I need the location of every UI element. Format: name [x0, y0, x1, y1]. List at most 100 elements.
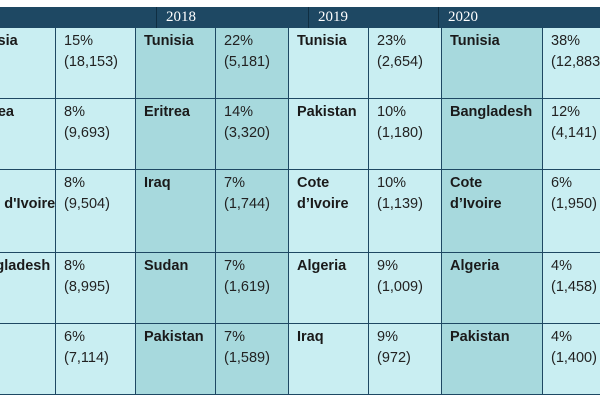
count: (1,950): [551, 196, 597, 212]
table-row-2-2018-value: 14% (3,320): [215, 99, 288, 170]
year-header-row: 2018 2019 2020: [0, 7, 600, 28]
table-row-1-2019-value: 23% (2,654): [368, 28, 441, 99]
table-row-5-2020-value: 4% (1,400): [542, 324, 600, 395]
country-name: Algeria: [297, 258, 347, 274]
count: (5,181): [224, 54, 270, 70]
count: (1,139): [377, 196, 423, 212]
percentage: 7%: [224, 329, 245, 345]
percentage: 8%: [64, 175, 85, 191]
table-row-3-2019-value: 10% (1,139): [368, 170, 441, 253]
percentage: 38%: [551, 33, 581, 49]
country-name: Algeria: [450, 258, 500, 274]
table-row-1-2020-country: Tunisia: [441, 28, 542, 99]
count: (972): [377, 350, 411, 366]
table-row-1-2020-value: 38% (12,883): [542, 28, 600, 99]
count: (1,619): [224, 279, 270, 295]
table-row-3-2020-country: Cote d’Ivoire: [441, 170, 542, 253]
table-row-4-2020-country: Algeria: [441, 253, 542, 324]
table-row-3-2019-country: Cote d’Ivoire: [288, 170, 368, 253]
percentage: 6%: [64, 329, 85, 345]
count: (18,153): [64, 54, 119, 70]
count: (9,693): [64, 125, 110, 141]
count: (1,400): [551, 350, 597, 366]
table-row-4-2020-value: 4% (1,458): [542, 253, 600, 324]
table-row-3-2018-country: Iraq: [135, 170, 215, 253]
table-row-2-2019-value: 10% (1,180): [368, 99, 441, 170]
table-row-5-first-value: 6% (7,114): [55, 324, 135, 395]
country-name: Iraq: [144, 175, 171, 191]
percentage: 8%: [64, 258, 85, 274]
percentage: 4%: [551, 329, 572, 345]
country-name-line-1: Cote: [450, 175, 483, 191]
table-row-4-first-country: Bangladesh: [0, 253, 55, 324]
percentage: 8%: [64, 104, 85, 120]
country-name: Cote d'Ivoire: [0, 196, 56, 212]
percentage: 6%: [551, 175, 572, 191]
table-row-4-2018-country: Sudan: [135, 253, 215, 324]
count: (3,320): [224, 125, 270, 141]
table-row-3-first-country: Cote d'Ivoire: [0, 170, 55, 253]
table-row-3-2020-value: 6% (1,950): [542, 170, 600, 253]
count: (1,744): [224, 196, 270, 212]
country-name: Tunisia: [144, 33, 194, 49]
table-row-2-first-country: Eritrea: [0, 99, 55, 170]
country-name: Pakistan: [450, 329, 510, 345]
table-row-5-2019-value: 9% (972): [368, 324, 441, 395]
percentage: 7%: [224, 175, 245, 191]
country-name: Eritrea: [144, 104, 190, 120]
table-row-1-first-value: 15% (18,153): [55, 28, 135, 99]
country-name: Bangladesh: [450, 104, 533, 120]
country-name-line-1: Cote: [297, 175, 330, 191]
table-row-2-2020-value: 12% (4,141): [542, 99, 600, 170]
table-row-4-2019-value: 9% (1,009): [368, 253, 441, 324]
table-row-4-2018-value: 7% (1,619): [215, 253, 288, 324]
header-year-2018: 2018: [156, 7, 308, 28]
percentage: 12%: [551, 104, 581, 120]
table-row-4-first-value: 8% (8,995): [55, 253, 135, 324]
country-name: Eritrea: [0, 104, 14, 120]
percentage: 7%: [224, 258, 245, 274]
count: (4,141): [551, 125, 597, 141]
percentage: 9%: [377, 258, 398, 274]
country-name: Tunisia: [0, 33, 18, 49]
table-row-1-2018-value: 22% (5,181): [215, 28, 288, 99]
table-row-4-2019-country: Algeria: [288, 253, 368, 324]
percentage: 15%: [64, 33, 94, 49]
percentage: 22%: [224, 33, 254, 49]
header-year-2019: 2019: [308, 7, 438, 28]
count: (1,458): [551, 279, 597, 295]
table-row-2-first-value: 8% (9,693): [55, 99, 135, 170]
country-name: Pakistan: [297, 104, 357, 120]
count: (8,995): [64, 279, 110, 295]
count: (1,589): [224, 350, 270, 366]
header-blank: [0, 7, 156, 28]
table-row-2-2020-country: Bangladesh: [441, 99, 542, 170]
percentage: 23%: [377, 33, 407, 49]
count: (9,504): [64, 196, 110, 212]
country-name: Bangladesh: [0, 258, 51, 274]
country-name: Tunisia: [450, 33, 500, 49]
percentage: 9%: [377, 329, 398, 345]
table-row-5-2019-country: Iraq: [288, 324, 368, 395]
count: (2,654): [377, 54, 423, 70]
percentage: 10%: [377, 104, 407, 120]
percentage: 14%: [224, 104, 254, 120]
count: (7,114): [64, 350, 109, 366]
percentage: 4%: [551, 258, 572, 274]
table-row-5-2018-country: Pakistan: [135, 324, 215, 395]
table-row-3-first-value: 8% (9,504): [55, 170, 135, 253]
table-row-5-first-country: [0, 324, 55, 395]
table-row-5-2020-country: Pakistan: [441, 324, 542, 395]
country-name: Sudan: [144, 258, 189, 274]
count: (12,883): [551, 54, 600, 70]
country-name-line-2: d’Ivoire: [297, 196, 349, 212]
country-name: Tunisia: [297, 33, 347, 49]
header-year-2020: 2020: [438, 7, 600, 28]
percentage: 10%: [377, 175, 407, 191]
table-row-1-first-country: Tunisia: [0, 28, 55, 99]
table-row-3-2018-value: 7% (1,744): [215, 170, 288, 253]
table-row-1-2019-country: Tunisia: [288, 28, 368, 99]
table-row-5-2018-value: 7% (1,589): [215, 324, 288, 395]
table-row-1-2018-country: Tunisia: [135, 28, 215, 99]
